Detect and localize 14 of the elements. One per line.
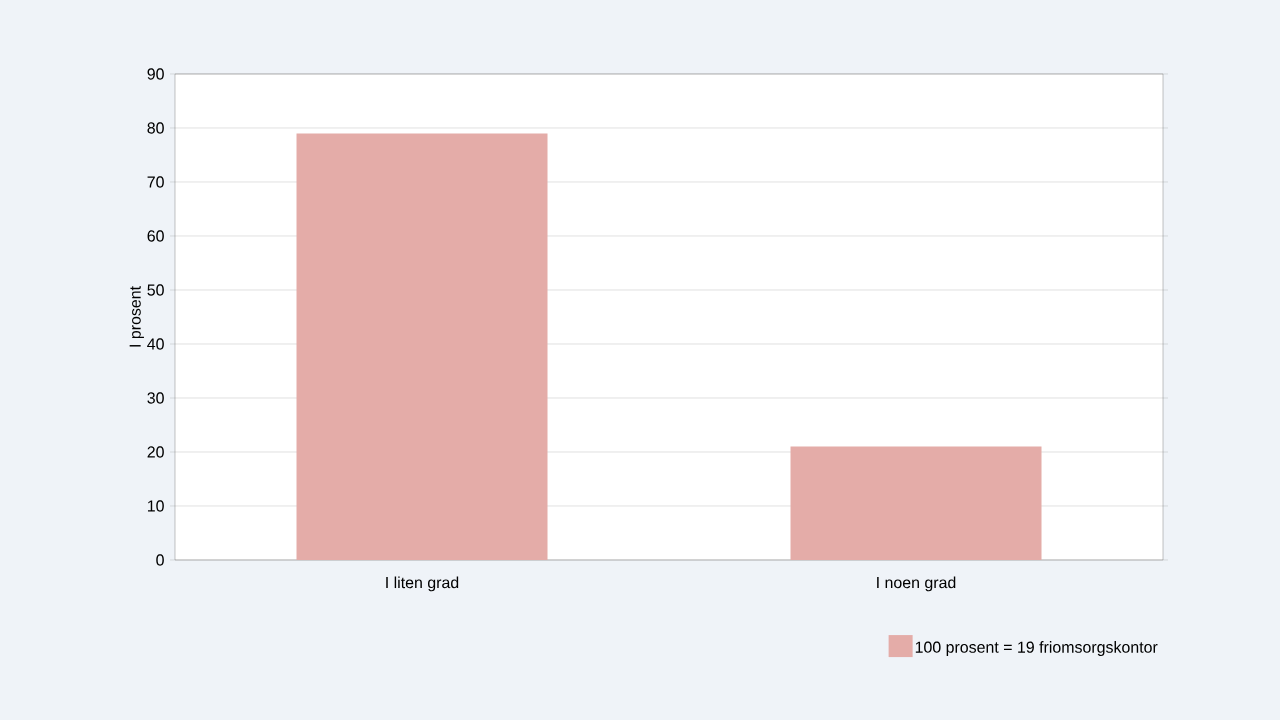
y-tick-label: 50 xyxy=(147,284,164,296)
y-axis-title: I prosent xyxy=(129,286,144,347)
x-tick-label: I liten grad xyxy=(386,576,459,592)
legend-label: 100 prosent = 19 friomsorgskontor xyxy=(915,641,1158,656)
y-tick-label: 40 xyxy=(147,338,164,350)
y-tick-label: 70 xyxy=(147,176,164,188)
y-tick-label: 10 xyxy=(147,500,164,512)
y-tick-label: 80 xyxy=(147,122,164,134)
x-tick-label: I noen grad xyxy=(877,576,956,592)
y-tick-label: 20 xyxy=(147,446,164,458)
y-tick-label: 30 xyxy=(147,392,164,404)
y-tick-label: 0 xyxy=(156,554,164,566)
y-tick-label: 60 xyxy=(147,230,164,242)
y-tick-label: 90 xyxy=(147,68,164,80)
